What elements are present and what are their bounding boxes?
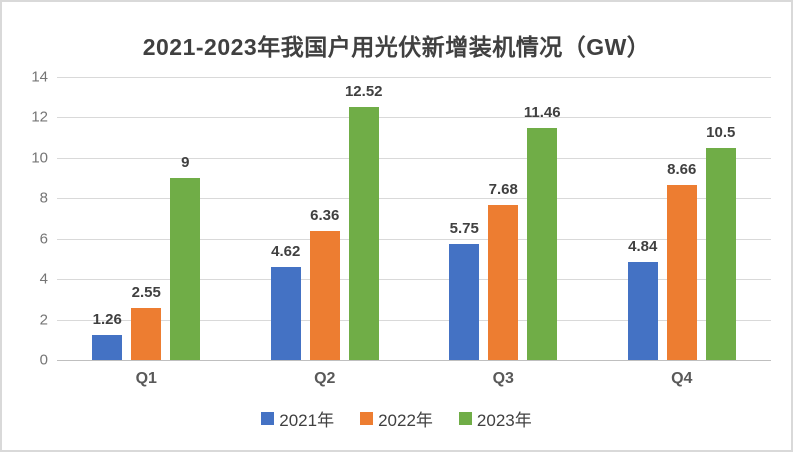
- gridline-y4: [57, 279, 771, 281]
- legend-label: 2021年: [279, 411, 335, 430]
- data-label-q4-2022年: 8.66: [667, 160, 697, 178]
- legend-swatch-icon: [261, 412, 275, 425]
- gridline-y0: [57, 360, 771, 361]
- legend-item-2022年: 2022年: [360, 406, 433, 431]
- data-label-q1-2021年: 1.26: [92, 310, 122, 328]
- gridline-y12: [57, 117, 771, 119]
- bar-q1-2022年: [131, 308, 162, 360]
- bar-q1-2021年: [92, 334, 123, 360]
- legend-label: 2022年: [378, 411, 433, 430]
- legend-swatch-icon: [360, 412, 374, 425]
- plot-area: 1.26 2.55 9 4.62 6.36 12.52 5.75 7.68 11.46 4.84 8…: [57, 77, 771, 361]
- y-axis-tick-label: 8: [39, 189, 48, 207]
- bar-q3-2023年: [527, 128, 558, 360]
- data-label-q2-2021年: 4.62: [271, 242, 301, 260]
- bar-q3-2022年: [488, 204, 519, 360]
- data-label-q3-2023年: 11.46: [523, 104, 561, 122]
- chart-title: 2021-2023年我国户用光伏新增装机情况（GW）: [142, 34, 651, 60]
- data-label-q2-2022年: 6.36: [310, 207, 340, 225]
- x-axis-label-q3: Q3: [492, 370, 514, 387]
- data-label-q1-2022年: 2.55: [131, 284, 161, 302]
- data-label-q4-2021年: 4.84: [628, 238, 658, 256]
- y-axis-tick-label: 14: [31, 68, 48, 86]
- bar-q4-2023年: [705, 147, 736, 360]
- y-axis-tick-label: 0: [39, 351, 48, 369]
- gridline-y2: [57, 319, 771, 321]
- bar-q2-2022年: [309, 231, 340, 360]
- y-axis-tick-label: 10: [31, 149, 48, 167]
- gridline-y8: [57, 198, 771, 200]
- bar-q4-2022年: [666, 184, 697, 360]
- y-axis-tick-label: 6: [39, 230, 48, 248]
- y-axis-tick-label: 12: [31, 108, 48, 126]
- gridline-y14: [57, 77, 771, 78]
- data-label-q4-2023年: 10.5: [706, 123, 736, 141]
- legend-item-2023年: 2023年: [458, 406, 532, 431]
- x-axis-label-q1: Q1: [135, 370, 157, 387]
- legend: 2021年 2022年 2023年: [2, 406, 791, 431]
- legend-item-2021年: 2021年: [261, 406, 334, 431]
- bar-q1-2023年: [170, 178, 201, 360]
- bar-q2-2023年: [348, 106, 379, 360]
- bar-q3-2021年: [449, 243, 480, 360]
- data-label-q3-2022年: 7.68: [488, 180, 518, 198]
- x-axis-label-q2: Q2: [314, 370, 336, 387]
- y-axis-tick-label: 2: [39, 311, 48, 329]
- data-label-q2-2023年: 12.52: [344, 82, 383, 100]
- data-label-q1-2023年: 9: [181, 154, 190, 172]
- data-label-q3-2021年: 5.75: [449, 219, 479, 237]
- x-axis-label-q4: Q4: [671, 370, 693, 387]
- legend-swatch-icon: [458, 412, 472, 425]
- gridline-y10: [57, 157, 771, 159]
- bar-q2-2021年: [270, 266, 301, 360]
- bar-q4-2021年: [627, 262, 658, 360]
- gridline-y6: [57, 238, 771, 240]
- legend-label: 2023年: [476, 411, 532, 430]
- y-axis-tick-label: 4: [39, 270, 48, 288]
